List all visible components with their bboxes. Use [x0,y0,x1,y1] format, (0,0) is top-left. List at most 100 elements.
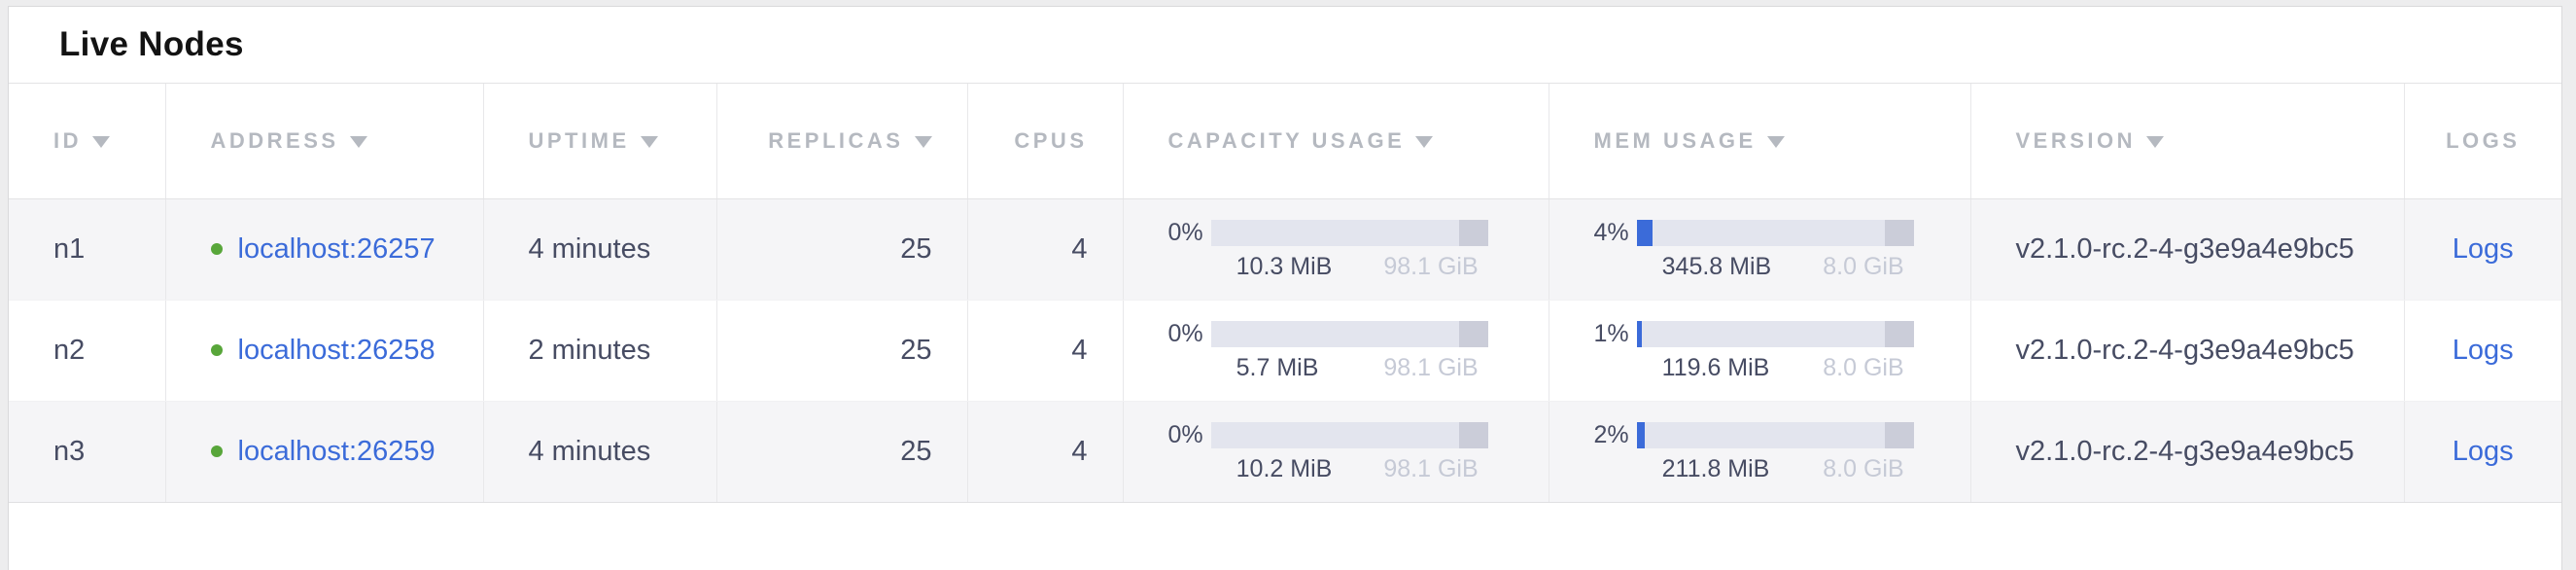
logs-link[interactable]: Logs [2452,435,2514,467]
node-live-status-dot [210,343,223,356]
mem-usage-bar-endcap [1884,321,1914,347]
column-header-address[interactable]: ADDRESS [165,84,484,199]
column-header-label: CPUS [1014,127,1088,153]
cpus-value: 4 [1071,435,1088,467]
capacity-usage-meter: 0% 5.7 MiB 98.1 GiB [1168,320,1488,380]
capacity-total-value: 98.1 GiB [1383,455,1479,482]
mem-usage-percent: 1% [1593,320,1629,347]
mem-usage-bar-fill [1636,220,1653,246]
mem-usage-meter: 4% 345.8 MiB 8.0 GiB [1594,219,1914,279]
sort-desc-icon [914,135,932,148]
column-header-label: MEM USAGE [1593,127,1757,153]
sort-desc-icon [349,135,367,148]
sort-desc-icon [2146,135,2165,148]
cell-mem-usage: 1% 119.6 MiB 8.0 GiB [1549,300,1971,402]
mem-usage-bar [1636,220,1914,246]
node-id: n1 [53,232,86,265]
table-row-n2: n2 localhost:26258 2 minutes 25 4 0% 5.7 MiB 98… [9,300,2561,402]
cell-uptime: 2 minutes [483,300,717,402]
capacity-used-value: 10.3 MiB [1236,253,1333,280]
column-header-label: ID [53,127,82,153]
capacity-total-value: 98.1 GiB [1383,253,1479,280]
cell-capacity-usage: 0% 10.2 MiB 98.1 GiB [1123,401,1549,503]
cell-capacity-usage: 0% 5.7 MiB 98.1 GiB [1123,300,1549,402]
logs-link[interactable]: Logs [2452,232,2514,265]
cell-replicas: 25 [716,401,968,503]
mem-used-value: 211.8 MiB [1661,455,1770,482]
column-header-label: UPTIME [528,127,630,153]
column-header-replicas[interactable]: REPLICAS [716,84,968,199]
version-value: v2.1.0-rc.2-4-g3e9a4e9bc5 [2015,435,2354,467]
cell-address: localhost:26258 [165,300,484,402]
sort-desc-icon [1766,135,1785,148]
node-live-status-dot [210,445,223,457]
cell-logs: Logs [2404,401,2561,503]
cell-replicas: 25 [716,198,968,301]
cell-replicas: 25 [716,300,968,402]
mem-usage-bar-endcap [1884,220,1914,246]
table-row-n3: n3 localhost:26259 4 minutes 25 4 0% 10.2 MiB 9… [9,401,2561,503]
sort-desc-icon [1415,135,1434,148]
mem-used-value: 345.8 MiB [1661,253,1772,280]
cell-cpus: 4 [967,401,1124,503]
address-link[interactable]: localhost:26258 [237,334,435,366]
capacity-total-value: 98.1 GiB [1383,354,1479,381]
cell-node-id: n1 [9,198,166,301]
capacity-usage-bar-endcap [1458,321,1488,347]
cell-address: localhost:26259 [165,401,484,503]
replicas-value: 25 [900,232,932,265]
cell-cpus: 4 [967,300,1124,402]
column-header-label: ADDRESS [210,127,339,153]
cpus-value: 4 [1071,334,1088,366]
address-link[interactable]: localhost:26259 [237,435,435,467]
sort-desc-icon [92,135,110,148]
table-row-n1: n1 localhost:26257 4 minutes 25 4 0% 10.3 MiB 9… [9,198,2561,301]
capacity-usage-bar [1210,321,1488,347]
capacity-used-value: 5.7 MiB [1236,354,1319,381]
capacity-usage-labels: 10.2 MiB 98.1 GiB [1211,457,1488,481]
capacity-used-value: 10.2 MiB [1236,455,1333,482]
column-header-version[interactable]: VERSION [1970,84,2405,199]
cell-logs: Logs [2404,300,2561,402]
cell-address: localhost:26257 [165,198,484,301]
mem-total-value: 8.0 GiB [1823,455,1904,482]
capacity-usage-meter: 0% 10.2 MiB 98.1 GiB [1168,421,1488,481]
mem-usage-bar-fill [1636,422,1645,448]
mem-usage-bar-fill [1636,321,1642,347]
address-link[interactable]: localhost:26257 [237,232,435,265]
capacity-usage-labels: 10.3 MiB 98.1 GiB [1211,255,1488,279]
sort-desc-icon [640,135,658,148]
column-header-id[interactable]: ID [9,84,166,199]
cell-mem-usage: 2% 211.8 MiB 8.0 GiB [1549,401,1971,503]
logs-link[interactable]: Logs [2452,334,2514,366]
capacity-usage-bar [1210,422,1488,448]
column-header-uptime[interactable]: UPTIME [483,84,717,199]
cell-uptime: 4 minutes [483,198,717,301]
mem-usage-meter: 2% 211.8 MiB 8.0 GiB [1594,421,1914,481]
replicas-value: 25 [900,435,932,467]
cell-version: v2.1.0-rc.2-4-g3e9a4e9bc5 [1970,300,2405,402]
mem-usage-percent: 4% [1593,219,1629,246]
cell-cpus: 4 [967,198,1124,301]
cell-capacity-usage: 0% 10.3 MiB 98.1 GiB [1123,198,1549,301]
node-id: n2 [53,334,86,366]
column-header-capacity[interactable]: CAPACITY USAGE [1123,84,1549,199]
capacity-usage-percent: 0% [1167,219,1203,246]
node-id: n3 [53,435,86,467]
live-nodes-panel: Live Nodes ID ADDRESS UPTIME REPLICAS CPUS CA… [8,6,2562,570]
mem-usage-labels: 211.8 MiB 8.0 GiB [1637,457,1914,481]
mem-total-value: 8.0 GiB [1823,354,1904,381]
panel-title: Live Nodes [59,25,244,63]
cell-version: v2.1.0-rc.2-4-g3e9a4e9bc5 [1970,401,2405,503]
cell-version: v2.1.0-rc.2-4-g3e9a4e9bc5 [1970,198,2405,301]
column-header-mem[interactable]: MEM USAGE [1549,84,1971,199]
mem-usage-bar-endcap [1884,422,1914,448]
panel-header: Live Nodes [9,7,2561,84]
capacity-usage-percent: 0% [1167,421,1203,448]
mem-usage-percent: 2% [1593,421,1629,448]
table-header-row: ID ADDRESS UPTIME REPLICAS CPUS CAPACITY USAG… [9,84,2561,199]
cell-mem-usage: 4% 345.8 MiB 8.0 GiB [1549,198,1971,301]
column-header-label: CAPACITY USAGE [1167,127,1406,153]
uptime-value: 4 minutes [528,435,651,467]
cell-logs: Logs [2404,198,2561,301]
